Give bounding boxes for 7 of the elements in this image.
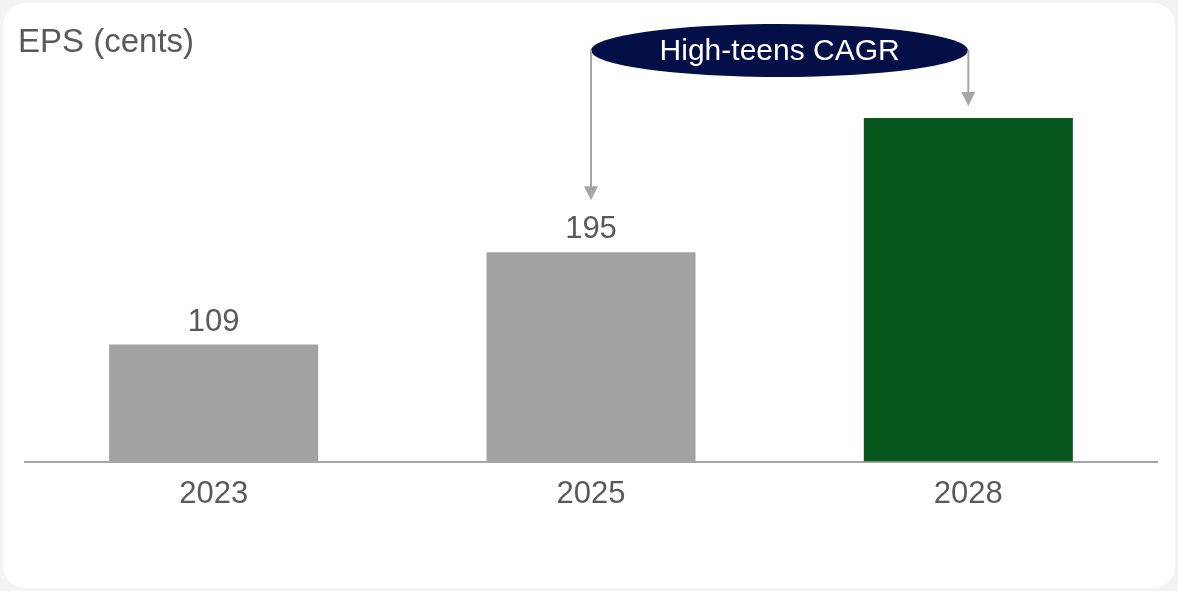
- x-tick-label: 2025: [556, 474, 626, 510]
- x-tick-label: 2023: [179, 474, 249, 510]
- chart-title: EPS (cents): [18, 22, 195, 60]
- x-tick-label: 2028: [933, 474, 1003, 510]
- data-label: 109: [187, 302, 240, 338]
- data-label: 195: [565, 210, 617, 246]
- text: High-teens CAGR: [659, 33, 900, 67]
